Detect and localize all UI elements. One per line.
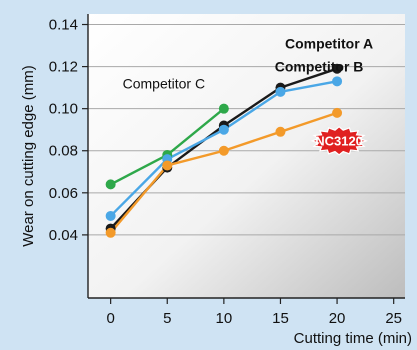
x-tick-label: 15 (272, 310, 289, 327)
y-tick-label: 0.14 (49, 17, 78, 34)
data-point-competitor-a (332, 63, 343, 74)
data-point-nc3120 (332, 107, 343, 118)
data-point-competitor-b (275, 86, 286, 97)
x-tick-label: 20 (329, 310, 346, 327)
series-label-competitor-b: Competitor B (275, 58, 364, 74)
series-label-nc3120: NC3120 (315, 133, 363, 148)
series-label-competitor-c: Competitor C (123, 76, 205, 92)
y-tick-label: 0.12 (49, 59, 78, 76)
x-axis-title: Cutting time (min) (294, 330, 412, 347)
data-point-nc3120 (218, 145, 229, 156)
gridlines (88, 24, 405, 236)
data-point-competitor-b (332, 76, 343, 87)
y-axis-title: Wear on cutting edge (mm) (20, 65, 37, 246)
y-tick-label: 0.08 (49, 143, 78, 160)
x-tick-label: 10 (216, 310, 233, 327)
axes (82, 14, 405, 304)
plot-area (88, 14, 405, 298)
x-tick-label: 5 (163, 310, 171, 327)
data-point-nc3120 (162, 160, 173, 171)
x-tick-label: 0 (106, 310, 114, 327)
series-label-competitor-a: Competitor A (285, 36, 373, 52)
data-point-nc3120 (275, 126, 286, 137)
data-point-nc3120 (105, 227, 116, 238)
series-points (105, 63, 343, 238)
data-point-competitor-c (218, 103, 229, 114)
x-tick-label: 25 (385, 310, 402, 327)
data-point-competitor-b (218, 124, 229, 135)
data-point-competitor-b (105, 210, 116, 221)
y-tick-label: 0.04 (49, 227, 78, 244)
tick-labels: 0.04 0.06 0.08 0.10 0.12 0.14 0 5 10 15 20 25 (49, 17, 402, 327)
y-tick-label: 0.06 (49, 185, 78, 202)
nc3120-starburst-badge (310, 126, 368, 156)
data-point-competitor-c (105, 179, 116, 190)
y-tick-label: 0.10 (49, 101, 78, 118)
series-labels: Competitor C Competitor A Competitor B NC31… (123, 36, 373, 156)
